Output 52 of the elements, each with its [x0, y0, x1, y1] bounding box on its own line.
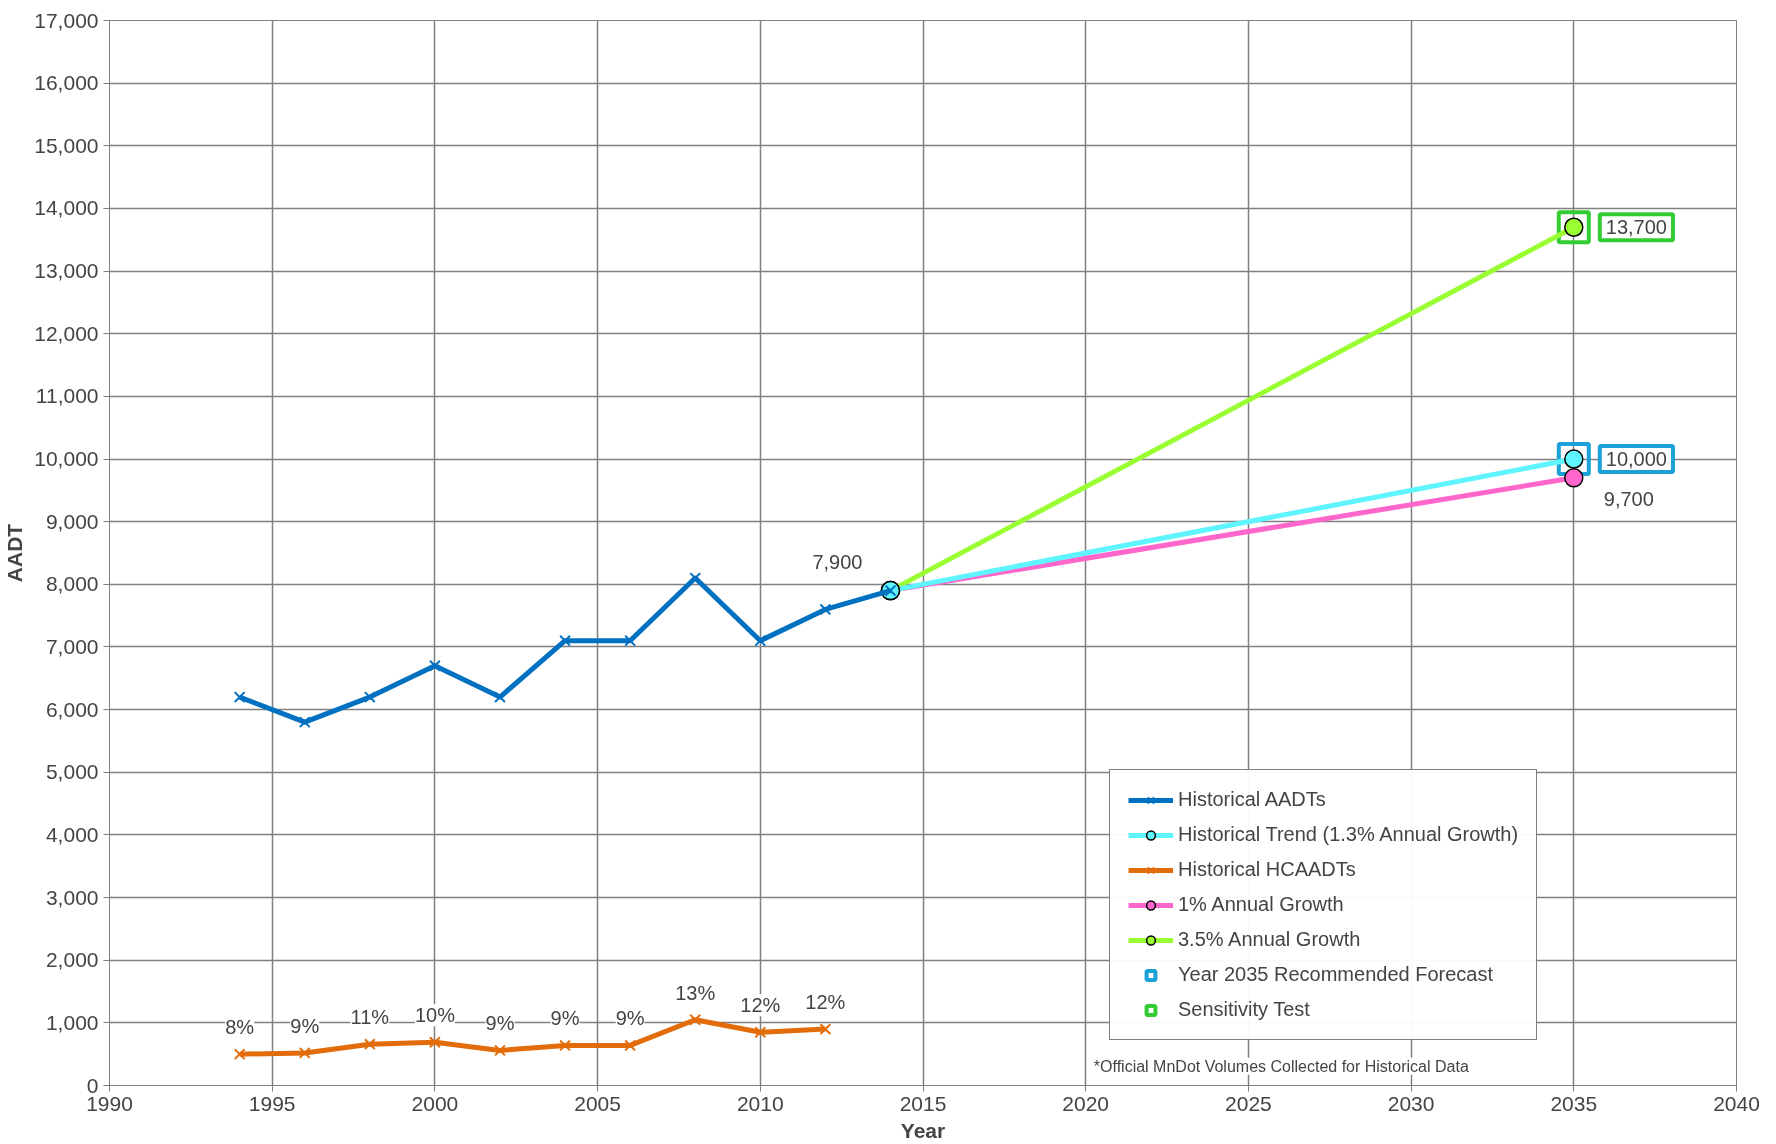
annotation: 9% [290, 1014, 320, 1037]
y-tick-label: 9,000 [45, 509, 99, 533]
annotation: 9% [615, 1007, 645, 1030]
y-tick-label: 4,000 [45, 822, 99, 846]
data-label: 9,700 [1603, 487, 1654, 510]
annotation: 11% [350, 1006, 390, 1029]
data-label: 7,900 [812, 550, 863, 573]
y-tick-label: 14,000 [34, 196, 99, 220]
annotation: 13% [675, 981, 716, 1004]
x-tick-label: 2030 [1387, 1091, 1435, 1115]
x-tick-label: 2025 [1225, 1091, 1272, 1115]
y-tick-label: 11,000 [35, 384, 99, 408]
x-tick-label: 2020 [1062, 1091, 1110, 1115]
y-tick-label: 15,000 [34, 133, 99, 157]
x-tick-label: 2000 [411, 1091, 459, 1115]
y-tick-label: 7,000 [45, 634, 99, 658]
annotation: 9% [485, 1012, 515, 1035]
y-tick-label: 17,000 [34, 8, 99, 32]
annotation: *Official MnDot Volumes Collected for Historical Data [1093, 1057, 1469, 1075]
data-label: 10,000 [1605, 448, 1667, 471]
x-axis-title: Year [900, 1118, 946, 1142]
y-tick-label: 10,000 [34, 447, 99, 471]
y-tick-label: 12,000 [34, 321, 99, 345]
y-axis-title: AADT [3, 523, 27, 583]
legend-label: Historical HCAADTs [1178, 858, 1356, 881]
data-label: 13,700 [1605, 216, 1667, 239]
annotation: 12% [805, 991, 846, 1014]
x-tick-label: 2005 [574, 1091, 621, 1115]
x-tick-label: 2035 [1550, 1091, 1598, 1115]
legend-label: Historical AADTs [1178, 788, 1326, 811]
legend-label: Historical Trend (1.3% Annual Growth) [1178, 823, 1519, 846]
y-tick-label: 5,000 [45, 760, 99, 784]
y-tick-label: 6,000 [45, 697, 99, 721]
annotation: 9% [550, 1007, 580, 1030]
annotation: 10% [414, 1004, 456, 1027]
x-tick-label: 2040 [1713, 1091, 1760, 1115]
y-tick-label: 2,000 [45, 948, 99, 972]
y-tick-label: 8,000 [45, 572, 99, 596]
legend-label: 1% Annual Growth [1178, 893, 1344, 916]
y-tick-label: 13,000 [34, 259, 99, 283]
y-tick-label: 0 [86, 1073, 99, 1097]
x-tick-label: 2010 [736, 1091, 784, 1115]
y-tick-label: 3,000 [45, 885, 99, 909]
legend-label: 3.5% Annual Growth [1178, 928, 1361, 951]
y-tick-label: 1,000 [45, 1010, 99, 1034]
y-tick-label: 16,000 [34, 71, 99, 95]
annotation: 8% [225, 1016, 255, 1039]
x-tick-label: 2015 [899, 1091, 947, 1115]
legend-label: Sensitivity Test [1178, 998, 1310, 1021]
legend-label: Year 2035 Recommended Forecast [1178, 963, 1493, 986]
x-tick-label: 1995 [248, 1091, 296, 1115]
annotation: 12% [740, 994, 781, 1017]
